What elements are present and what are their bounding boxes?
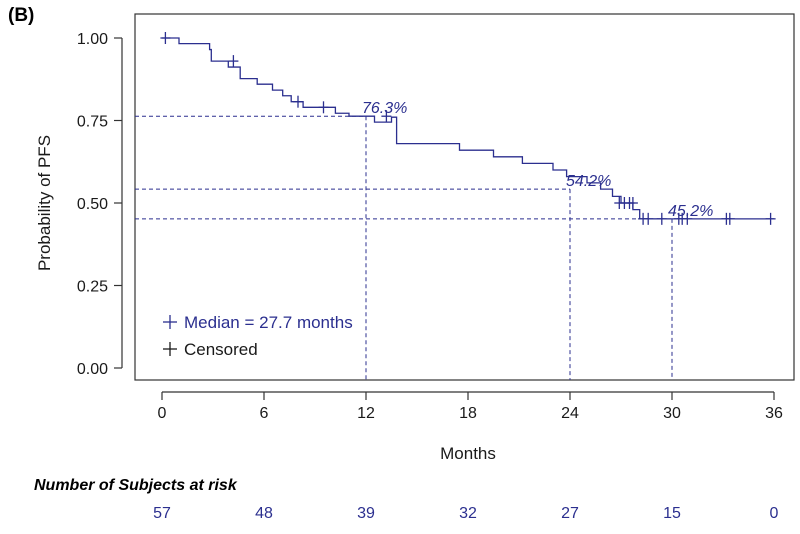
plot-frame xyxy=(134,13,795,381)
x-tick-label: 30 xyxy=(663,405,681,422)
km-step-line xyxy=(162,37,774,220)
x-tick-label: 18 xyxy=(459,405,477,422)
risk-count: 27 xyxy=(561,505,579,522)
x-axis-label: Months xyxy=(440,444,496,463)
censor-mark xyxy=(724,212,735,225)
censor-mark xyxy=(160,32,171,44)
annotation-label: 76.3% xyxy=(362,100,407,117)
annotations-group: 76.3% 54.2% 45.2% xyxy=(362,100,713,220)
risk-count: 0 xyxy=(770,505,779,522)
x-tick-label: 0 xyxy=(158,405,167,422)
legend-item-censored: Censored xyxy=(163,340,258,359)
legend: Median = 27.7 months Censored xyxy=(163,313,353,359)
risk-count: 48 xyxy=(255,505,273,522)
risk-table-row: 57 48 39 32 27 15 0 xyxy=(153,505,778,522)
y-tick-label: 0.25 xyxy=(77,279,108,296)
km-curve-group xyxy=(162,37,774,220)
censor-mark xyxy=(381,110,392,123)
legend-censored-label: Censored xyxy=(184,340,258,359)
censor-mark xyxy=(293,95,303,108)
x-axis: 0 6 12 18 24 30 36 xyxy=(158,391,783,422)
reference-lines xyxy=(135,115,673,380)
censor-mark xyxy=(765,212,776,225)
legend-median-label: Median = 27.7 months xyxy=(184,313,353,332)
risk-count: 32 xyxy=(459,505,477,522)
censor-mark xyxy=(682,212,693,225)
censor-mark xyxy=(228,55,239,68)
risk-count: 15 xyxy=(663,505,681,522)
y-axis: 0.00 0.25 0.50 0.75 1.00 xyxy=(77,31,123,378)
x-tick-label: 12 xyxy=(357,405,375,422)
y-tick-label: 0.75 xyxy=(77,114,108,131)
y-tick-label: 0.00 xyxy=(77,361,108,378)
censor-mark xyxy=(643,212,654,225)
censor-mark xyxy=(656,212,667,225)
annotation-label: 54.2% xyxy=(566,173,611,190)
y-tick-label: 0.50 xyxy=(77,196,108,213)
x-tick-label: 6 xyxy=(260,405,269,422)
censor-marks-group xyxy=(160,32,776,225)
y-tick-label: 1.00 xyxy=(77,31,108,48)
risk-table-title: Number of Subjects at risk xyxy=(34,477,238,494)
panel-label: (B) xyxy=(8,5,34,26)
annotation-label: 45.2% xyxy=(668,203,713,220)
censor-mark xyxy=(627,197,638,209)
censor-mark xyxy=(318,101,329,114)
legend-item-median: Median = 27.7 months xyxy=(163,313,353,332)
y-axis-label: Probability of PFS xyxy=(35,135,54,271)
x-tick-label: 36 xyxy=(765,405,783,422)
risk-count: 39 xyxy=(357,505,375,522)
x-tick-label: 24 xyxy=(561,405,579,422)
risk-count: 57 xyxy=(153,505,171,522)
